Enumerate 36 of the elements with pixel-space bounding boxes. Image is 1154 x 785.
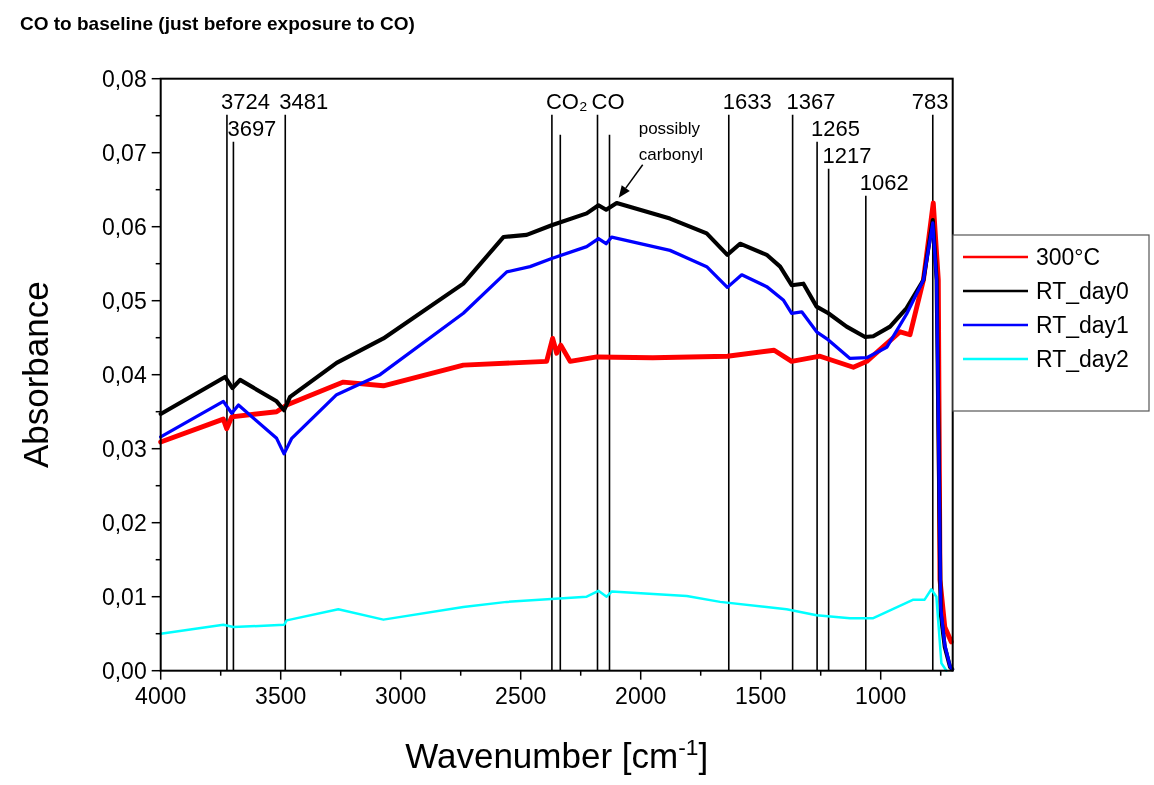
x-tick-label: 3000 [375, 682, 427, 709]
ref-line-label: 1062 [859, 169, 909, 195]
x-tick-label: 2500 [495, 682, 547, 709]
x-tick-label: 1000 [855, 682, 907, 709]
ref-line-label: 1265 [811, 115, 861, 141]
ref-line-label: 3697 [227, 115, 277, 141]
x-axis-title: Wavenumber [cm$^{-1}$] [405, 733, 709, 775]
ref-line-label: 3481 [279, 88, 329, 114]
y-axis-title: Absorbance [16, 281, 55, 469]
ref-line-label: CO [591, 88, 625, 114]
y-tick-label: 0,06 [101, 213, 147, 240]
x-tick-label: 2000 [615, 682, 667, 709]
x-tick-label: 1500 [735, 682, 787, 709]
ref-line-label: 1217 [822, 142, 872, 168]
legend-label: 300°C [1036, 244, 1101, 270]
legend-label: RT_day2 [1036, 346, 1129, 372]
x-tick-label: 4000 [135, 682, 187, 709]
legend-label: RT_day1 [1036, 312, 1129, 338]
y-tick-label: 0,03 [101, 435, 147, 462]
chart-title: CO to baseline (just before exposure to CO) [20, 13, 415, 34]
x-tick-label: 3500 [255, 682, 307, 709]
y-tick-label: 0,04 [101, 361, 147, 388]
annotation: possibly carbonyl [638, 118, 703, 164]
y-tick-label: 0,08 [101, 65, 147, 92]
ref-line-label: 3724 [220, 88, 270, 114]
y-tick-label: 0,05 [101, 287, 147, 314]
legend-label: RT_day0 [1036, 278, 1129, 304]
y-tick-label: 0,02 [101, 509, 147, 536]
ref-line-label: 1367 [786, 88, 836, 114]
y-tick-label: 0,07 [101, 139, 147, 166]
ref-line-label: 783 [911, 88, 949, 114]
y-tick-label: 0,00 [101, 657, 147, 684]
ref-line-label: 1633 [722, 88, 772, 114]
ref-line-label: CO₂ [545, 88, 588, 114]
line-series [159, 588, 948, 672]
y-tick-label: 0,01 [101, 583, 147, 610]
